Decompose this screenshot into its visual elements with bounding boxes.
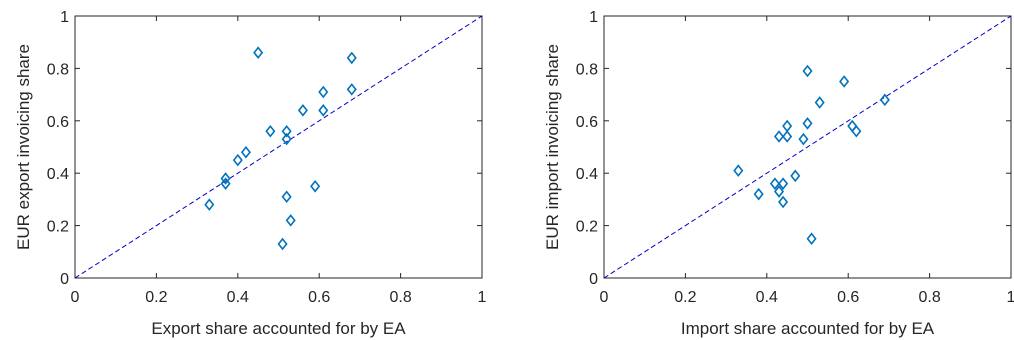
x-tick-label: 0.6 bbox=[837, 289, 859, 306]
data-point bbox=[297, 104, 308, 117]
x-tick-label: 0.6 bbox=[308, 289, 330, 306]
data-point bbox=[240, 145, 251, 159]
data-point bbox=[281, 124, 292, 138]
x-axis-label: Export share accounted for by EA bbox=[151, 319, 406, 338]
x-tick-label: 1 bbox=[478, 289, 487, 306]
data-point bbox=[277, 237, 288, 251]
import-scatter-panel: 0 0.2 0.4 0.6 0.8 1 0 0.2 0.4 0.6 0.8 1 Import share… bbox=[543, 9, 1014, 338]
y-tick-label: 0.4 bbox=[47, 166, 69, 183]
data-point bbox=[839, 75, 850, 88]
data-point bbox=[778, 177, 789, 190]
data-point bbox=[733, 164, 744, 177]
data-point bbox=[790, 169, 801, 183]
y-tick-label: 0.6 bbox=[47, 114, 69, 131]
data-point bbox=[814, 96, 825, 109]
x-tick-label: 0 bbox=[71, 289, 80, 306]
data-point bbox=[778, 195, 789, 209]
data-point bbox=[879, 93, 890, 107]
plot-area-frame bbox=[74, 15, 483, 279]
data-point bbox=[253, 46, 264, 59]
data-point bbox=[318, 104, 329, 117]
data-point bbox=[318, 85, 329, 99]
data-point bbox=[798, 132, 809, 146]
y-tick-label: 0 bbox=[60, 271, 69, 288]
data-point bbox=[281, 132, 292, 146]
data-point bbox=[851, 124, 862, 138]
data-point bbox=[346, 51, 357, 65]
data-point bbox=[204, 198, 215, 211]
y-tick-label: 0.2 bbox=[576, 219, 598, 236]
data-point bbox=[220, 177, 231, 190]
data-point bbox=[773, 185, 785, 198]
x-tick-label: 0.4 bbox=[756, 289, 778, 306]
data-point bbox=[802, 64, 813, 78]
x-tick-label: 0.8 bbox=[918, 289, 940, 306]
data-point bbox=[847, 119, 858, 133]
data-point bbox=[281, 190, 292, 204]
data-point bbox=[782, 130, 793, 143]
x-tick-label: 0.2 bbox=[145, 289, 167, 306]
y-tick-label: 0.2 bbox=[47, 219, 69, 236]
x-axis-label: Import share accounted for by EA bbox=[681, 319, 935, 338]
y-tick-label: 0.6 bbox=[576, 114, 598, 131]
data-point bbox=[753, 187, 764, 201]
y-tick-label: 1 bbox=[60, 9, 69, 26]
reference-diagonal-line bbox=[74, 15, 483, 279]
y-tick-label: 1 bbox=[589, 9, 598, 26]
data-point bbox=[802, 117, 813, 130]
x-tick-label: 0.2 bbox=[674, 289, 696, 306]
data-point bbox=[773, 130, 785, 143]
x-tick-label: 0.8 bbox=[389, 289, 411, 306]
y-tick-label: 0.4 bbox=[576, 166, 598, 183]
reference-diagonal-line bbox=[603, 15, 1012, 279]
y-tick-label: 0.8 bbox=[47, 61, 69, 78]
x-tick-label: 0 bbox=[600, 289, 609, 306]
data-point bbox=[265, 124, 276, 138]
data-point bbox=[285, 214, 296, 227]
data-point bbox=[220, 172, 231, 185]
y-tick-label: 0 bbox=[589, 271, 598, 288]
y-axis-label: EUR export invoicing share bbox=[14, 44, 33, 250]
x-tick-label: 0.4 bbox=[227, 289, 249, 306]
x-tick-label: 1 bbox=[1007, 289, 1014, 306]
export-scatter-panel: 0 0.2 0.4 0.6 0.8 1 0 0.2 0.4 0.6 0.8 1 Export share… bbox=[14, 9, 487, 338]
data-point bbox=[769, 177, 780, 190]
plot-area-frame bbox=[603, 15, 1012, 279]
data-point bbox=[310, 180, 321, 193]
data-point bbox=[782, 119, 793, 133]
data-point bbox=[346, 83, 357, 96]
data-point bbox=[806, 232, 817, 245]
y-tick-label: 0.8 bbox=[576, 61, 598, 78]
data-point bbox=[232, 153, 243, 167]
y-axis-label: EUR import invoicing share bbox=[543, 44, 562, 250]
